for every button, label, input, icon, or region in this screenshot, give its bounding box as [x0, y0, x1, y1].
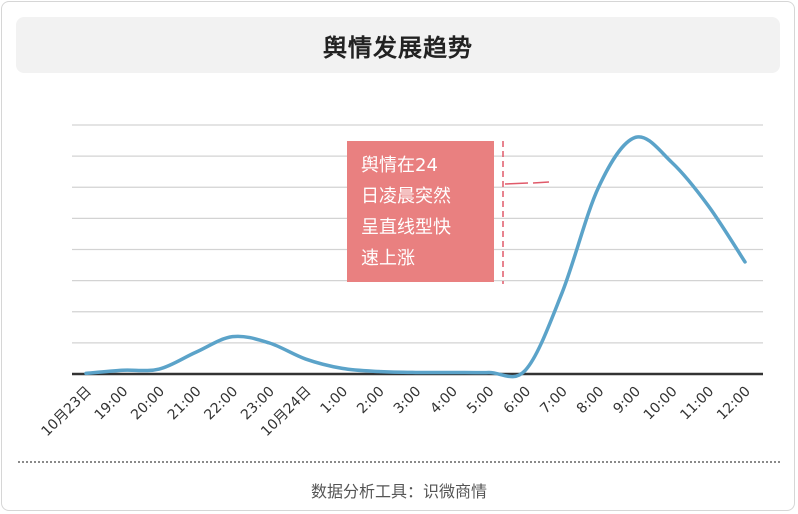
x-tick-label: 10:00 — [641, 384, 681, 424]
x-tick-label: 4:00 — [427, 384, 461, 418]
annotation-box — [347, 141, 494, 282]
x-tick-label: 6:00 — [501, 384, 535, 418]
annotation-text: 呈直线型快 — [361, 217, 451, 238]
x-tick-label: 5:00 — [464, 384, 498, 418]
x-tick-label: 1:00 — [318, 384, 352, 418]
x-tick-label: 20:00 — [128, 384, 168, 424]
x-tick-label: 3:00 — [391, 384, 425, 418]
annotation-text: 日凌晨突然 — [361, 186, 451, 207]
x-tick-label: 2:00 — [354, 384, 388, 418]
series-line — [84, 135, 747, 379]
x-tick-label: 9:00 — [610, 384, 644, 418]
footer-source: 数据分析工具：识微商情 — [310, 482, 487, 501]
title-bar: 舆情发展趋势 — [16, 17, 780, 73]
annotation-text: 速上涨 — [361, 248, 415, 269]
x-tick-label: 21:00 — [165, 384, 205, 424]
x-tick-label: 7:00 — [537, 384, 571, 418]
x-tick-label: 10月23日 — [39, 384, 95, 440]
page-title: 舆情发展趋势 — [323, 33, 473, 62]
annotation-connector — [504, 181, 550, 185]
x-tick-label: 8:00 — [574, 384, 608, 418]
x-tick-label: 22:00 — [201, 384, 241, 424]
series-layer — [84, 135, 747, 379]
x-tick-label: 19:00 — [92, 384, 132, 424]
x-tick-label: 12:00 — [714, 384, 754, 424]
footer-divider — [18, 461, 780, 463]
annotation-text: 舆情在24 — [361, 155, 438, 176]
x-tick-label: 11:00 — [677, 384, 717, 424]
